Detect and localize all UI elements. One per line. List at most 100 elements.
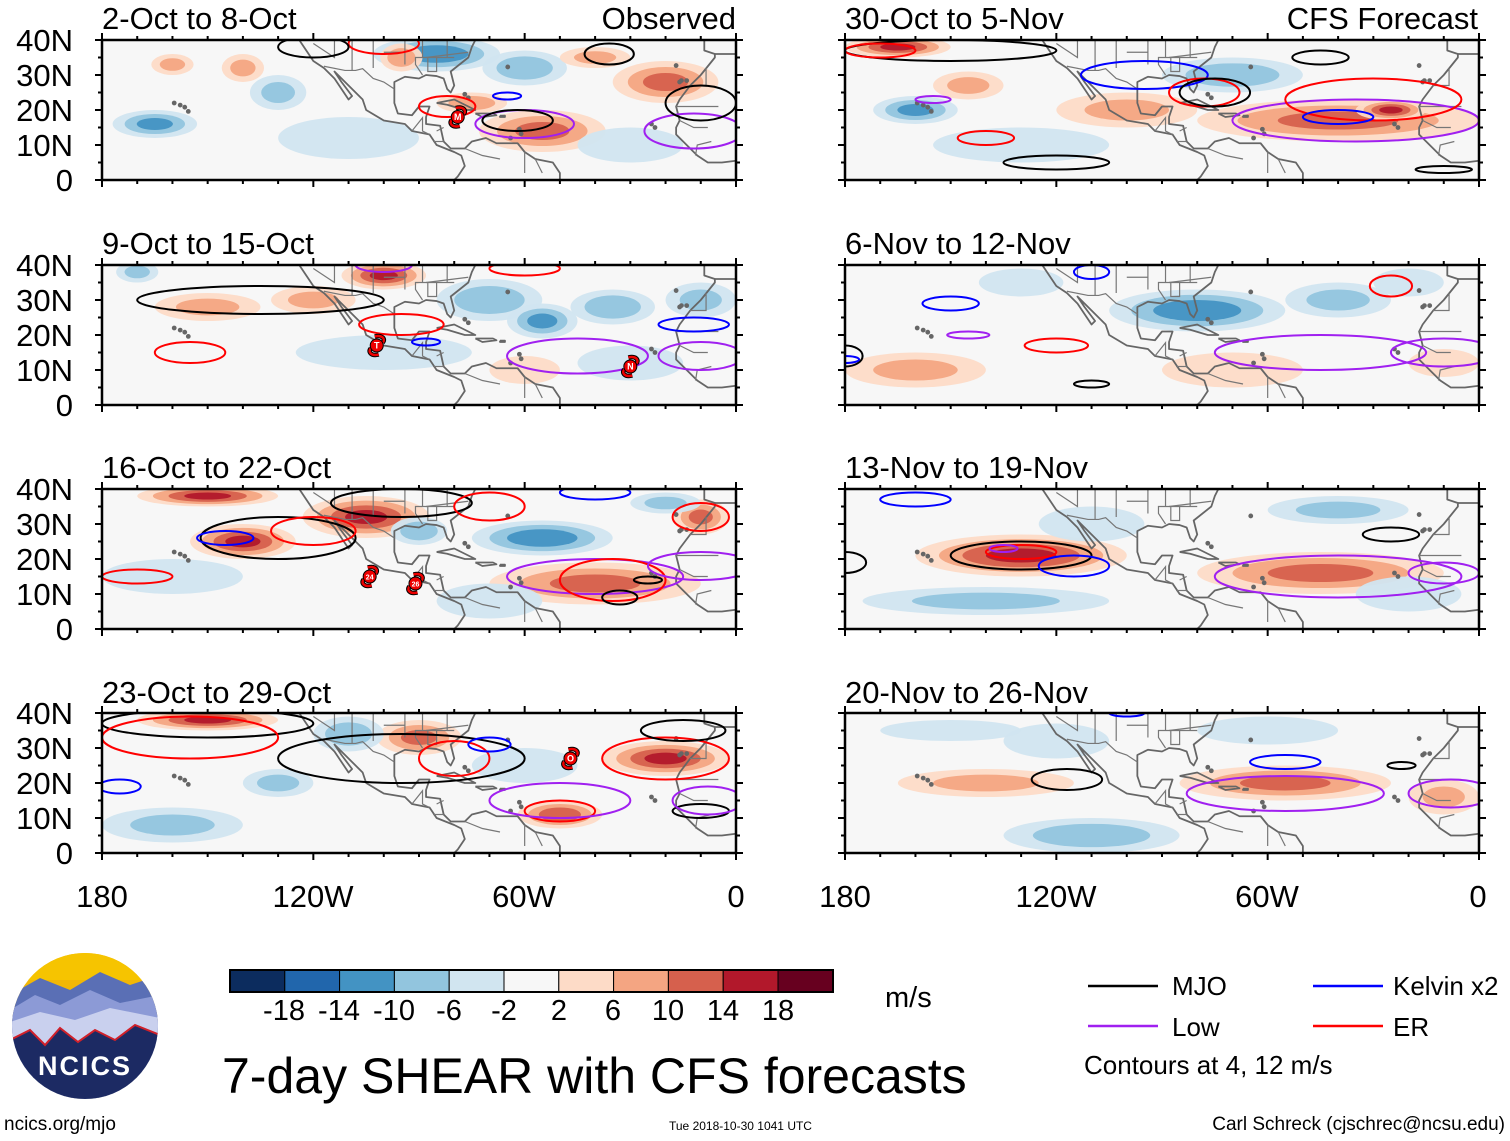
contour-kelvin	[1108, 713, 1146, 718]
island	[673, 288, 679, 293]
tick-marks	[95, 482, 743, 636]
observed-label: Observed	[601, 1, 736, 36]
colorbar-swatch	[448, 969, 505, 993]
tropical-cyclone-icon: M	[448, 105, 468, 129]
contour-kelvin	[921, 295, 980, 312]
border-line	[1207, 147, 1244, 160]
island	[182, 553, 188, 559]
border-line	[679, 119, 708, 129]
coastline	[499, 563, 506, 567]
y-label: 40N	[16, 696, 73, 731]
shading-blob	[1422, 786, 1465, 808]
map-panel	[838, 33, 1486, 187]
coastline	[1242, 114, 1249, 118]
y-label: 20N	[16, 542, 73, 577]
island	[925, 329, 931, 335]
border-line	[1277, 607, 1286, 623]
map-panel	[838, 706, 1486, 860]
contour-low	[1407, 561, 1479, 585]
island	[185, 109, 191, 114]
border-line	[1437, 140, 1455, 156]
y-label: 30N	[16, 283, 73, 318]
forecast-label: CFS Forecast	[1286, 1, 1478, 36]
border-line	[1422, 792, 1451, 802]
island	[182, 777, 188, 783]
contour-er	[601, 736, 730, 781]
contour-kelvin	[1037, 554, 1111, 578]
border-line	[1170, 730, 1181, 746]
island	[1416, 736, 1422, 741]
island	[1251, 135, 1256, 141]
tick-marks	[95, 258, 743, 412]
island	[920, 102, 926, 108]
shading-blob	[454, 286, 525, 314]
border-line	[313, 40, 336, 59]
island	[177, 551, 183, 557]
tick-marks	[838, 706, 1486, 860]
island	[516, 575, 522, 581]
island	[684, 751, 690, 756]
border-line	[1157, 505, 1198, 525]
island	[508, 584, 513, 590]
contour-low	[506, 337, 649, 375]
contour-low	[1407, 778, 1479, 809]
island	[679, 78, 684, 83]
island	[1208, 320, 1214, 326]
shading-blob	[325, 722, 373, 746]
island	[1427, 527, 1433, 532]
island	[673, 63, 679, 68]
island	[652, 350, 658, 355]
island	[1205, 316, 1211, 322]
island	[652, 798, 658, 803]
source-link[interactable]: ncics.org/mjo	[4, 1114, 116, 1135]
island	[1259, 575, 1265, 581]
shading-blob	[947, 77, 990, 94]
island	[465, 544, 471, 550]
border-line	[1207, 820, 1244, 833]
border-line	[1179, 351, 1187, 357]
map-panel: TN	[95, 258, 743, 412]
shading-blob	[496, 56, 553, 80]
shading-blob	[1185, 63, 1280, 87]
contour-low	[914, 95, 952, 104]
panel-content: O	[102, 713, 736, 853]
island	[182, 104, 188, 110]
y-label: 40N	[16, 23, 73, 58]
border-line	[1422, 568, 1451, 578]
border-line	[1207, 596, 1244, 609]
border-line	[1277, 158, 1286, 174]
border-line	[1066, 738, 1138, 763]
contour-er	[102, 715, 280, 760]
island	[1416, 63, 1422, 68]
shading-blob	[1267, 564, 1374, 582]
tropical-cyclone-icon: N	[620, 354, 640, 379]
shading-blob	[644, 496, 687, 510]
border-line	[464, 147, 501, 160]
contour-mjo	[949, 540, 1093, 571]
island	[1248, 289, 1254, 295]
cyclone-center	[563, 751, 578, 766]
cyclone-label: O	[567, 754, 574, 764]
island	[925, 104, 931, 110]
y-label: 0	[55, 163, 73, 198]
coastline	[499, 114, 506, 118]
coastline	[1136, 40, 1304, 180]
shading-blob	[978, 268, 1064, 297]
contour-mjo	[1386, 761, 1417, 770]
contour-kelvin	[491, 91, 523, 101]
coastline	[436, 323, 477, 336]
border-line	[1422, 119, 1451, 129]
y-label: 30N	[16, 507, 73, 542]
panel-title: 20-Nov to 26-Nov	[845, 675, 1088, 710]
colorbar-swatch	[393, 969, 450, 993]
colorbar-swatch	[722, 969, 779, 993]
colorbar-label: -2	[491, 995, 517, 1027]
wave-contours	[845, 265, 1479, 389]
border-line	[690, 293, 707, 312]
legend-label-mjo: MJO	[1172, 971, 1227, 1001]
border-line	[411, 788, 430, 809]
cyclone-label: M	[454, 112, 462, 122]
island	[1422, 303, 1427, 309]
contour-low	[643, 112, 736, 150]
island	[1395, 125, 1401, 130]
